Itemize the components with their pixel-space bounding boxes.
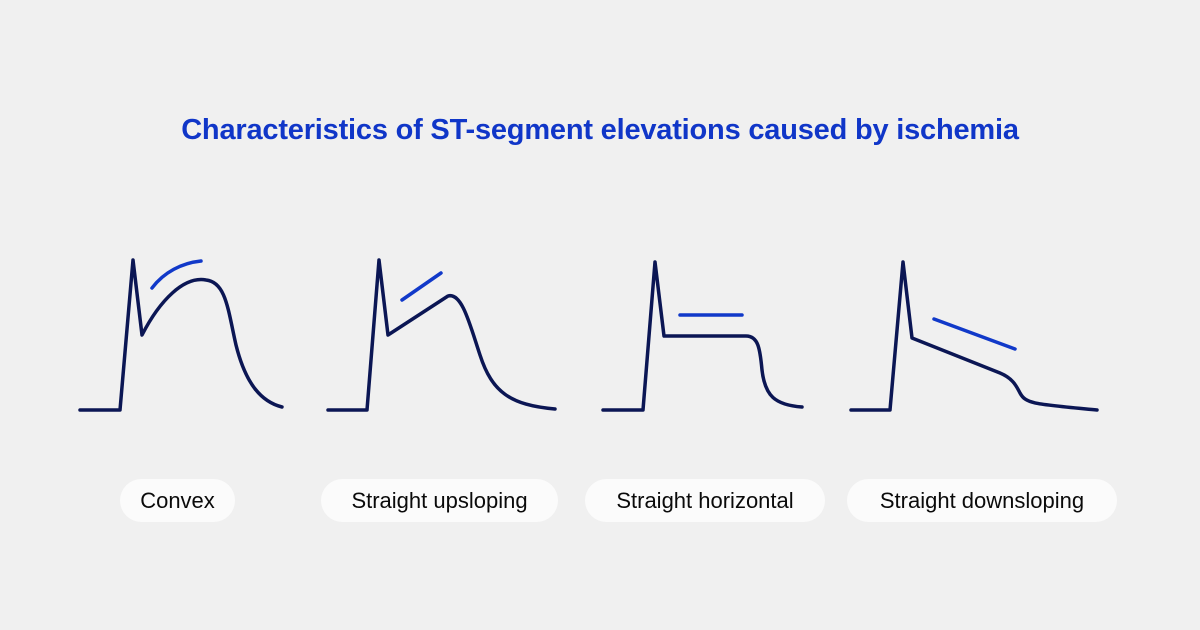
panel-horizontal-waveform [601,260,804,412]
ecg-trace-horizontal [601,260,804,412]
ecg-trace-convex [78,258,284,412]
ecg-trace-downsloping [849,260,1099,412]
label-straight-upsloping: Straight upsloping [321,479,558,522]
label-convex: Convex [120,479,235,522]
panel-upsloping-waveform [326,258,557,412]
panel-downsloping-waveform [849,260,1099,412]
ecg-trace-upsloping [326,258,557,412]
st-marker-convex [150,259,203,290]
st-marker-downsloping [932,317,1017,351]
diagram-title: Characteristics of ST-segment elevations… [181,114,1019,146]
label-straight-horizontal: Straight horizontal [585,479,825,522]
label-straight-downsloping: Straight downsloping [847,479,1117,522]
st-marker-upsloping [400,271,443,302]
panel-convex-waveform [78,258,284,412]
